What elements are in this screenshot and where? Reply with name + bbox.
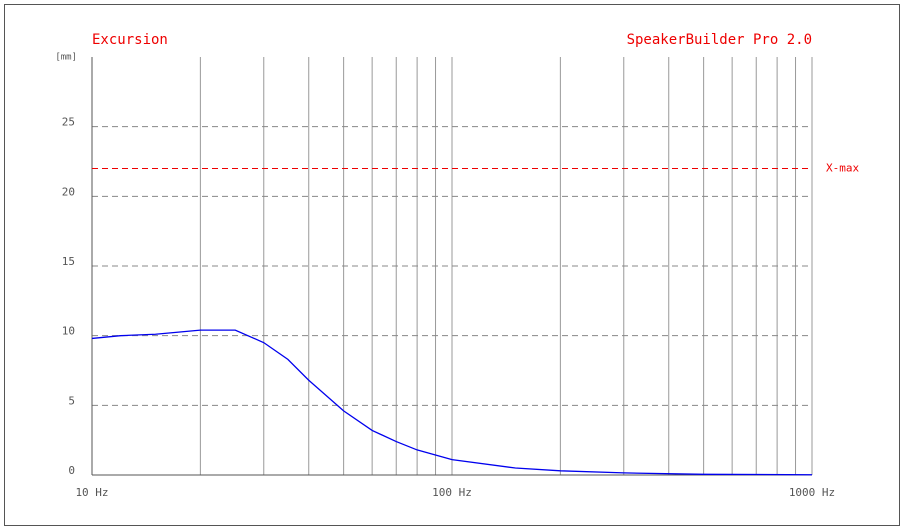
x-tick-label: 100 Hz	[432, 486, 472, 499]
excursion-line	[91, 329, 813, 476]
y-tick-label: 5	[68, 394, 75, 407]
y-tick-label: 20	[62, 185, 75, 198]
chart-subtitle: SpeakerBuilder Pro 2.0	[627, 32, 812, 48]
y-tick-label: 15	[62, 255, 75, 268]
y-tick-label: 25	[62, 116, 75, 129]
y-tick-label: 0	[68, 464, 75, 477]
y-axis-label: [mm]	[55, 53, 77, 63]
x-tick-label: 10 Hz	[75, 486, 108, 499]
x-tick-label: 1000 Hz	[789, 486, 835, 499]
chart-title: Excursion	[92, 32, 168, 48]
y-tick-label: 10	[62, 325, 75, 338]
xmax-label: X-max	[826, 161, 859, 174]
